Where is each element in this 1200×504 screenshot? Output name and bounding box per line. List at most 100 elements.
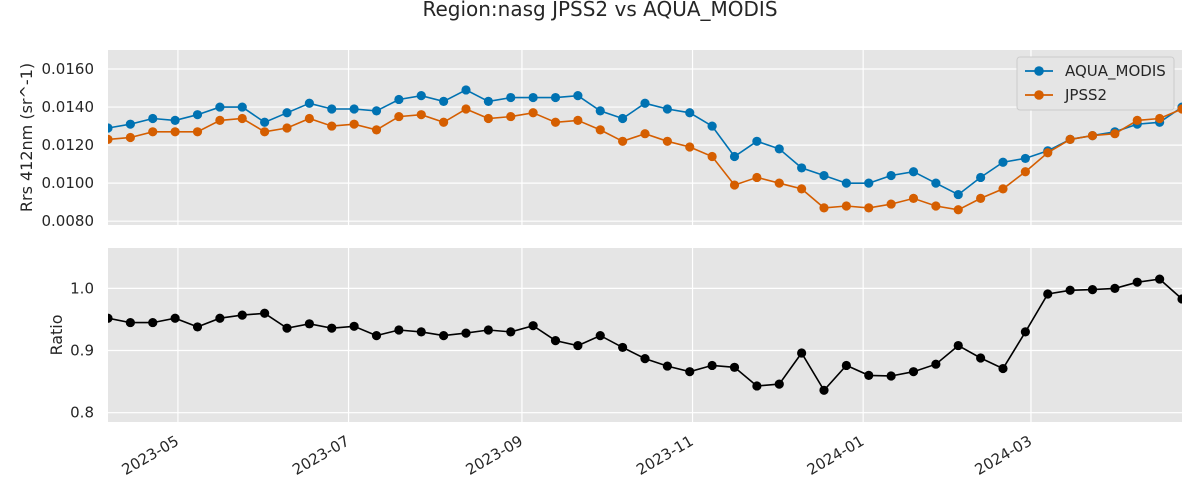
data-point <box>1020 153 1030 164</box>
data-point <box>819 385 829 395</box>
x-tick-label: 2023-07 <box>289 432 352 479</box>
data-point <box>953 189 963 200</box>
x-tick-label: 2023-11 <box>633 432 696 479</box>
data-point <box>931 359 941 369</box>
legend-label: JPSS2 <box>1064 86 1107 104</box>
data-point <box>1177 294 1182 304</box>
data-point <box>371 125 382 135</box>
data-point <box>394 94 404 105</box>
data-point <box>1065 285 1075 295</box>
data-point <box>1132 115 1142 125</box>
data-point <box>237 113 247 124</box>
data-point <box>349 119 359 129</box>
data-point <box>774 144 784 154</box>
data-point <box>573 340 583 351</box>
data-point <box>640 129 650 139</box>
data-point <box>327 104 337 114</box>
data-point <box>461 104 471 114</box>
series-layer <box>108 85 1182 215</box>
data-point <box>729 362 740 372</box>
data-point <box>595 331 605 341</box>
data-point <box>260 127 270 137</box>
data-point <box>841 201 851 211</box>
data-point <box>215 115 225 125</box>
data-point <box>819 203 829 213</box>
data-point <box>1132 277 1142 287</box>
data-point <box>327 121 337 131</box>
plot-area <box>108 248 1182 422</box>
data-point <box>1177 104 1182 114</box>
data-point <box>394 325 404 335</box>
data-point <box>192 110 203 120</box>
data-point <box>215 313 225 323</box>
data-point <box>394 111 404 122</box>
data-point <box>304 319 314 329</box>
data-point <box>148 317 158 328</box>
data-point <box>148 113 158 124</box>
data-point <box>1087 285 1098 295</box>
data-point <box>797 163 807 173</box>
data-point <box>1155 274 1165 284</box>
data-point <box>864 178 874 188</box>
data-point <box>506 92 516 103</box>
data-point <box>886 371 896 381</box>
data-point <box>125 132 135 143</box>
data-point <box>550 335 561 346</box>
data-point <box>215 102 225 112</box>
data-point <box>864 370 874 380</box>
data-point <box>841 178 851 188</box>
data-point <box>729 151 740 162</box>
x-axis: 2023-05 2023-07 2023-09 2023-11 2024-01 2024-… <box>119 432 1035 479</box>
data-point <box>304 113 314 124</box>
data-point <box>640 98 650 108</box>
data-point <box>371 106 382 116</box>
chart-title: Region:nasg JPSS2 vs AQUA_MODIS <box>422 0 777 21</box>
data-point <box>349 321 359 331</box>
data-point <box>1020 327 1030 337</box>
data-point <box>774 379 784 389</box>
data-point <box>573 115 583 125</box>
data-point <box>729 180 740 190</box>
data-point <box>908 367 919 377</box>
data-point <box>327 323 337 333</box>
data-point <box>573 91 583 101</box>
data-point <box>707 151 717 162</box>
rrs-panel: 0.0080 0.0100 0.0120 0.0140 0.0160 Rrs 412nm … <box>17 50 1182 230</box>
data-point <box>108 313 113 323</box>
data-point <box>752 172 762 183</box>
data-point <box>550 117 561 127</box>
data-point <box>618 136 628 146</box>
data-point <box>1020 167 1030 177</box>
data-point <box>819 170 829 181</box>
data-point <box>260 308 270 318</box>
data-point <box>282 108 292 118</box>
data-point <box>170 313 180 323</box>
data-point <box>886 170 896 181</box>
data-point <box>953 205 963 215</box>
series-layer <box>108 274 1182 395</box>
data-point <box>148 127 158 137</box>
data-point <box>1065 134 1075 145</box>
data-point <box>483 113 493 124</box>
data-point <box>260 117 270 127</box>
data-point <box>640 354 650 364</box>
y-tick-label: 0.9 <box>70 342 94 360</box>
data-point <box>371 331 382 341</box>
data-point <box>528 108 538 118</box>
data-point <box>439 331 449 341</box>
data-point <box>1155 113 1165 124</box>
data-point <box>282 123 292 133</box>
x-tick-label: 2024-03 <box>972 432 1035 479</box>
data-point <box>550 92 561 103</box>
data-point <box>125 317 135 328</box>
data-point <box>595 106 605 116</box>
legend-marker <box>1034 90 1044 100</box>
data-point <box>886 199 896 209</box>
data-point <box>685 108 695 118</box>
data-point <box>1043 289 1053 299</box>
data-point <box>528 92 538 103</box>
data-point <box>416 91 426 101</box>
